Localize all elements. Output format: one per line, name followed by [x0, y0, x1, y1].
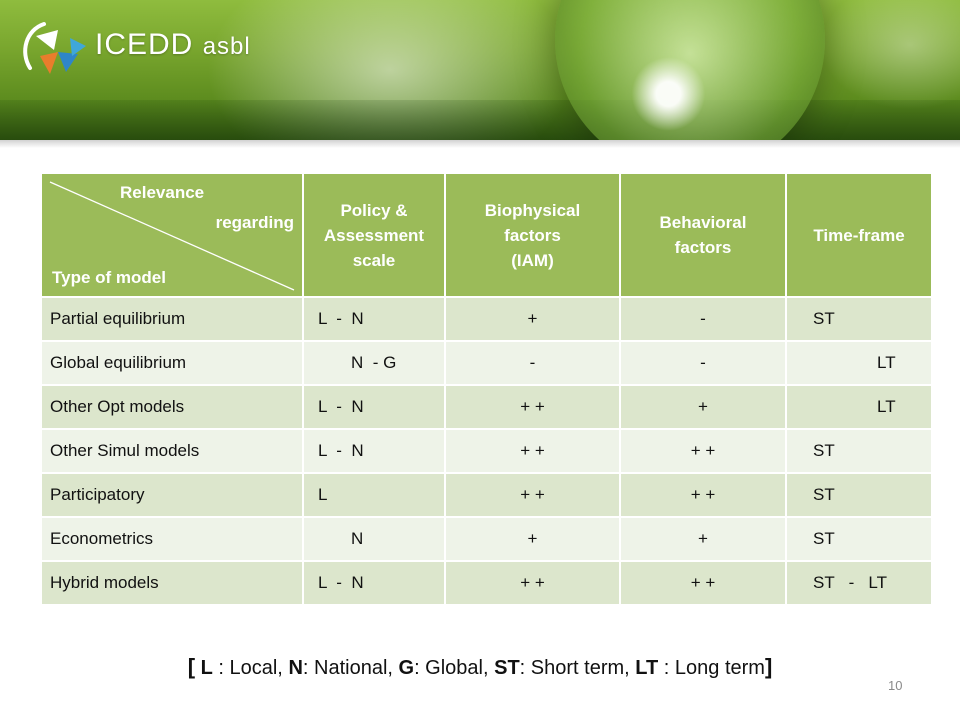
corner-relevance-label: Relevance: [120, 183, 205, 202]
cell-time-frame: ST: [786, 517, 933, 562]
cell-time-frame: ST: [786, 429, 933, 474]
header-line: Assessment: [323, 225, 425, 245]
table-row: Participatory L + + + + ST: [42, 473, 933, 518]
table-row: Partial equilibrium L - N + - ST: [42, 297, 933, 342]
cell-biophysical: + +: [445, 561, 621, 606]
header-policy-scale: Policy & Assessment scale: [303, 174, 446, 298]
cell-biophysical: + +: [445, 429, 621, 474]
legend-key: N: [288, 657, 303, 679]
legend-key: LT: [635, 657, 659, 679]
legend-key: L: [200, 657, 213, 679]
legend-close-bracket: ]: [764, 654, 773, 679]
cell-biophysical: + +: [445, 385, 621, 430]
table-row: Global equilibrium N - G - - LT: [42, 341, 933, 386]
header-line: Biophysical: [484, 200, 581, 220]
cell-time-frame: ST: [786, 473, 933, 518]
cell-model-type: Other Opt models: [42, 385, 304, 430]
legend-open-bracket: [: [187, 654, 196, 679]
legend-desc: : Global,: [414, 657, 495, 679]
cell-time-frame: LT: [786, 341, 933, 386]
cell-biophysical: -: [445, 341, 621, 386]
cell-model-type: Other Simul models: [42, 429, 304, 474]
cell-biophysical: +: [445, 517, 621, 562]
page-number: 10: [888, 678, 903, 693]
icedd-logo-icon: [23, 22, 86, 74]
cell-behavioral: +: [620, 517, 787, 562]
cell-behavioral: -: [620, 297, 787, 342]
cell-time-frame: ST: [786, 297, 933, 342]
corner-regarding-label: regarding: [215, 213, 294, 232]
header-line: Policy &: [340, 200, 408, 220]
table-row: Econometrics N + + ST: [42, 517, 933, 562]
glass-sphere-graphic: [555, 0, 825, 140]
cell-time-frame: ST - LT: [786, 561, 933, 606]
cell-behavioral: + +: [620, 429, 787, 474]
legend-desc: : Long term: [658, 657, 765, 679]
header-biophysical: Biophysical factors (IAM): [445, 174, 621, 298]
table-row: Other Simul models L - N + + + + ST: [42, 429, 933, 474]
corner-type-label: Type of model: [52, 268, 166, 287]
cell-scale: N: [303, 517, 446, 562]
cell-behavioral: + +: [620, 561, 787, 606]
header-time-frame: Time-frame: [786, 174, 933, 298]
legend-desc: : Short term,: [519, 657, 636, 679]
brand-suffix: asbl: [202, 33, 251, 60]
model-comparison-table: Relevance regarding Type of model Policy…: [42, 174, 933, 606]
legend-desc: : National,: [302, 657, 399, 679]
cell-biophysical: + +: [445, 473, 621, 518]
cell-scale: L - N: [303, 561, 446, 606]
header-line: factors: [674, 238, 732, 257]
header-behavioral: Behavioral factors: [620, 174, 787, 298]
cell-scale: N - G: [303, 341, 446, 386]
abbreviation-legend: [ L : Local, N: National, G: Global, ST:…: [0, 654, 960, 680]
header-banner: ICEDD asbl: [0, 0, 960, 140]
table-row: Hybrid models L - N + + + + ST - LT: [42, 561, 933, 606]
cell-scale: L - N: [303, 385, 446, 430]
banner-band: [0, 100, 960, 140]
header-line: factors: [504, 225, 561, 245]
cell-behavioral: -: [620, 341, 787, 386]
cell-time-frame: LT: [786, 385, 933, 430]
legend-key: ST: [494, 657, 520, 679]
brand-wordmark: ICEDD asbl: [95, 28, 251, 62]
banner-shadow: [0, 140, 960, 148]
cell-behavioral: +: [620, 385, 787, 430]
cell-scale: L - N: [303, 429, 446, 474]
cell-model-type: Partial equilibrium: [42, 297, 304, 342]
table-row: Other Opt models L - N + + + LT: [42, 385, 933, 430]
cell-model-type: Global equilibrium: [42, 341, 304, 386]
legend-desc: : Local,: [212, 657, 289, 679]
cell-model-type: Participatory: [42, 473, 304, 518]
cell-behavioral: + +: [620, 473, 787, 518]
cell-scale: L - N: [303, 297, 446, 342]
brand-name: ICEDD: [95, 28, 194, 61]
corner-diagonal-line: [49, 181, 295, 291]
banner-shine: [820, 0, 960, 110]
cell-model-type: Econometrics: [42, 517, 304, 562]
cell-model-type: Hybrid models: [42, 561, 304, 606]
cell-biophysical: +: [445, 297, 621, 342]
cell-scale: L: [303, 473, 446, 518]
corner-header-cell: Relevance regarding Type of model: [42, 174, 304, 298]
header-line: scale: [352, 250, 396, 270]
table-header-row: Relevance regarding Type of model Policy…: [42, 174, 933, 298]
header-line: (IAM): [511, 250, 554, 270]
legend-key: G: [398, 657, 415, 679]
header-line: Behavioral: [659, 213, 747, 232]
